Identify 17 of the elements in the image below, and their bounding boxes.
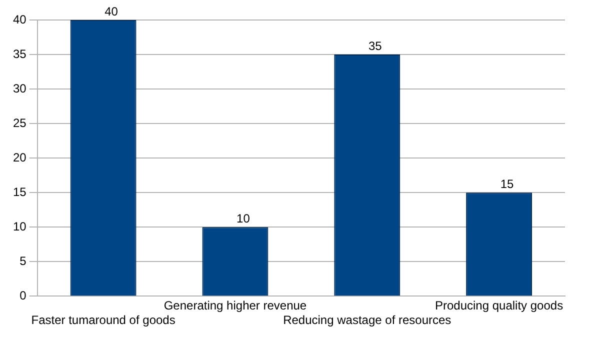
x-tick-label: Reducing wastage of resources [283, 313, 452, 328]
y-tick-label: 25 [12, 116, 27, 130]
y-tick-label: 35 [12, 46, 27, 61]
y-tick-label: 30 [12, 81, 27, 96]
x-tick-label: Producing quality goods [434, 298, 564, 313]
y-tick-label: 20 [12, 150, 27, 164]
data-label: 10 [236, 211, 250, 226]
y-tick-label: 0 [20, 288, 27, 303]
x-tick-label: Faster tumaround of goods [31, 313, 176, 328]
x-tick-label: Generating higher revenue [164, 298, 307, 313]
y-tick-label: 5 [20, 254, 27, 268]
y-tick-label: 15 [12, 184, 27, 199]
data-label: 40 [104, 4, 118, 18]
data-label: 35 [368, 38, 382, 53]
y-tick-label: 40 [12, 12, 27, 26]
data-label: 15 [500, 176, 514, 191]
y-tick-label: 10 [12, 219, 27, 234]
